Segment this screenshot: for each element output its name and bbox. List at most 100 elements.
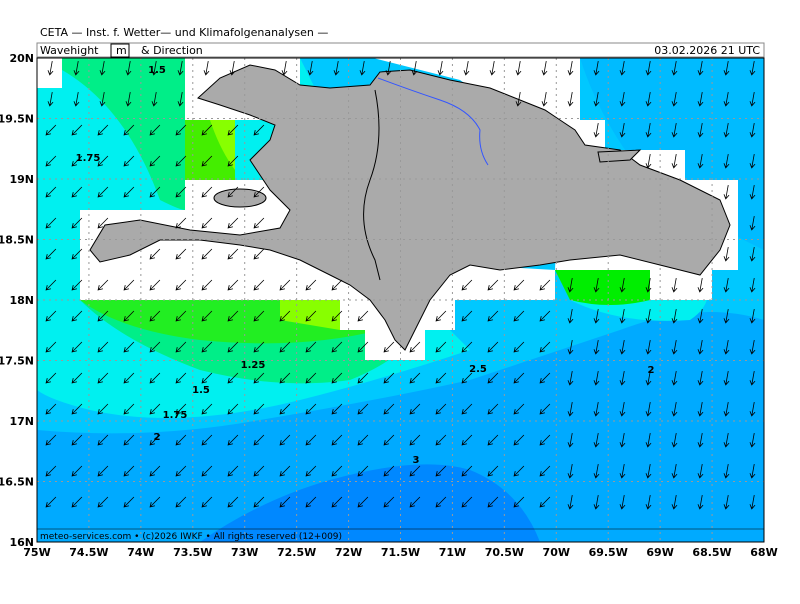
- band-3: [200, 464, 540, 542]
- arrow: [541, 61, 548, 76]
- arrow: [253, 341, 265, 353]
- arrow: [45, 372, 57, 384]
- arrow: [645, 61, 652, 76]
- arrow: [71, 434, 83, 446]
- arrow: [97, 496, 109, 508]
- arrow: [71, 186, 83, 198]
- arrow: [513, 496, 525, 508]
- unit: m: [116, 44, 127, 57]
- arrow: [97, 465, 109, 477]
- arrow: [723, 92, 730, 107]
- arrow: [149, 124, 161, 136]
- arrow: [201, 372, 213, 384]
- arrow: [409, 465, 421, 477]
- arrow: [461, 279, 473, 291]
- variable: Wavehight: [40, 44, 99, 57]
- arrow: [435, 341, 447, 353]
- arrow: [541, 92, 548, 107]
- arrow: [723, 154, 730, 169]
- arrow: [307, 61, 314, 76]
- band-east-green: [555, 270, 650, 305]
- arrow: [305, 403, 317, 415]
- arrow: [749, 495, 756, 510]
- arrow: [149, 372, 161, 384]
- lat-label: 17.5N: [0, 355, 34, 368]
- arrow: [461, 496, 473, 508]
- arrow: [305, 341, 317, 353]
- arrow: [567, 340, 574, 355]
- arrow: [227, 155, 239, 167]
- graticule: [37, 58, 764, 542]
- arrow: [71, 403, 83, 415]
- arrow: [409, 372, 421, 384]
- arrow: [749, 433, 756, 448]
- arrow: [47, 61, 54, 76]
- arrow: [435, 403, 447, 415]
- arrow: [45, 279, 57, 291]
- arrow: [539, 279, 551, 291]
- arrow: [671, 123, 678, 138]
- arrow: [305, 496, 317, 508]
- arrow: [515, 92, 522, 107]
- arrow: [177, 92, 184, 107]
- arrow: [279, 465, 291, 477]
- arrow: [331, 496, 343, 508]
- arrow: [175, 341, 187, 353]
- arrow: [513, 465, 525, 477]
- lon-label: 71W: [439, 546, 466, 559]
- arrow: [175, 186, 187, 198]
- arrow: [723, 61, 730, 76]
- arrow: [645, 495, 652, 510]
- arrow: [487, 341, 499, 353]
- arrow: [175, 217, 187, 229]
- arrow: [749, 464, 756, 479]
- arrow: [253, 496, 265, 508]
- arrow: [97, 372, 109, 384]
- arrow: [253, 248, 265, 260]
- arrow: [45, 217, 57, 229]
- arrow: [487, 434, 499, 446]
- arrow: [45, 434, 57, 446]
- arrow: [71, 496, 83, 508]
- arrow: [749, 216, 756, 231]
- arrow: [123, 155, 135, 167]
- arrow: [513, 279, 525, 291]
- arrow: [123, 372, 135, 384]
- contour-label: 3: [413, 455, 420, 466]
- arrow: [749, 371, 756, 386]
- arrow: [175, 403, 187, 415]
- arrow: [45, 186, 57, 198]
- arrow: [749, 185, 756, 200]
- arrow: [619, 495, 626, 510]
- arrow: [487, 403, 499, 415]
- contour-label: 2.5: [469, 364, 487, 375]
- arrow: [125, 92, 132, 107]
- arrow: [619, 340, 626, 355]
- arrow: [723, 371, 730, 386]
- arrow: [201, 403, 213, 415]
- arrow: [435, 372, 447, 384]
- wave-field: [37, 58, 764, 542]
- arrow: [357, 403, 369, 415]
- contour-label: 1.75: [76, 153, 101, 164]
- arrow: [201, 186, 213, 198]
- arrow: [305, 310, 317, 322]
- arrow: [749, 309, 756, 324]
- arrow: [593, 61, 600, 76]
- arrow: [149, 496, 161, 508]
- arrow: [749, 340, 756, 355]
- arrow: [567, 433, 574, 448]
- arrow: [697, 402, 704, 417]
- arrow: [149, 279, 161, 291]
- arrow: [149, 186, 161, 198]
- arrow: [73, 92, 80, 107]
- arrow: [175, 310, 187, 322]
- arrow: [175, 248, 187, 260]
- arrow: [697, 464, 704, 479]
- arrow: [279, 341, 291, 353]
- arrow: [513, 403, 525, 415]
- arrow: [357, 434, 369, 446]
- arrow: [45, 465, 57, 477]
- arrow: [201, 217, 213, 229]
- arrow: [125, 61, 132, 76]
